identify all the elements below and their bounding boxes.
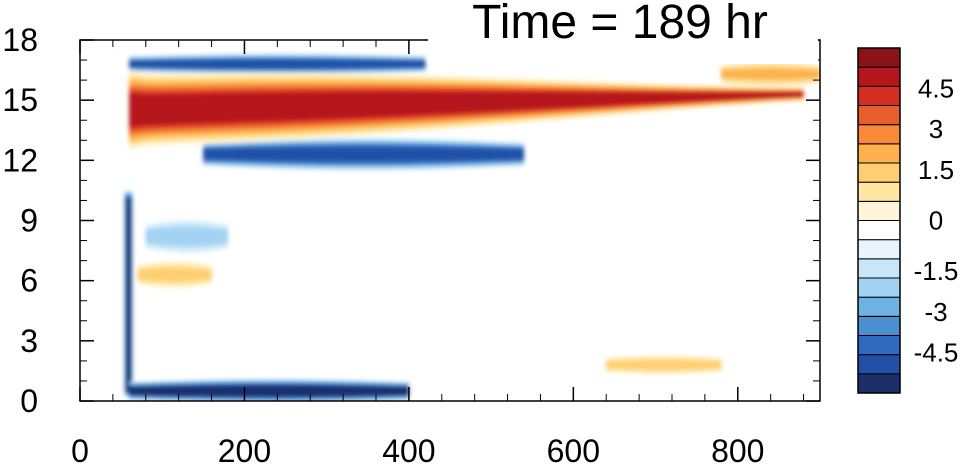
contour-field	[123, 53, 820, 401]
colorbar-swatch	[857, 85, 901, 107]
contour-feature-1	[129, 53, 426, 76]
x-tick-label: 0	[71, 433, 89, 469]
y-tick-label: 15	[2, 82, 38, 118]
contour-feature-2	[203, 137, 525, 172]
contour-feature-4	[129, 378, 409, 401]
contour-level	[145, 230, 228, 243]
colorbar-tick-label: 1.5	[918, 155, 954, 185]
contour-level	[126, 199, 131, 392]
contour-feature-6	[137, 259, 212, 290]
contour-feature-8	[721, 61, 820, 88]
chart-title: Time = 189 hr	[472, 0, 768, 49]
contour-feature-7	[606, 353, 722, 376]
plot-area	[79, 39, 821, 402]
colorbar-swatch	[857, 296, 901, 317]
y-tick-label: 0	[20, 383, 38, 419]
colorbar-swatch	[857, 220, 901, 241]
contour-level	[129, 386, 409, 396]
colorbar-tick-label: 4.5	[918, 74, 954, 104]
colorbar-swatch	[857, 335, 901, 356]
contour-feature-3	[123, 190, 134, 397]
axis-ticks	[79, 39, 820, 402]
contour-level	[129, 92, 804, 127]
colorbar-frame	[857, 47, 901, 394]
x-tick-label: 400	[382, 433, 435, 469]
y-tick-label: 18	[2, 22, 38, 58]
colorbar-tick-label: -4.5	[914, 337, 959, 367]
colorbar: 4.5 3 1.5 0 -1.5 -3 -4.5	[857, 47, 959, 394]
contour-feature-0	[129, 70, 804, 151]
contour-level	[606, 361, 722, 369]
contour-level	[721, 69, 820, 79]
colorbar-swatch	[857, 47, 901, 68]
x-tick-label: 200	[218, 433, 271, 469]
x-tick-label: 600	[547, 433, 600, 469]
colorbar-tick-label: -3	[924, 297, 947, 327]
colorbar-swatch	[857, 239, 901, 260]
colorbar-tick-label: 0	[929, 206, 943, 236]
axis-labels: 0 200 400 600 800 0 3 6 9 12 15 18	[2, 22, 764, 469]
y-tick-label: 3	[20, 323, 38, 359]
title-backdrop	[428, 0, 818, 64]
colorbar-swatch	[857, 124, 901, 145]
contour-fill	[123, 53, 820, 401]
contour-level	[129, 60, 426, 68]
colorbar-swatch	[857, 315, 901, 337]
y-tick-label: 12	[2, 142, 38, 178]
colorbar-swatch	[857, 181, 901, 202]
y-tick-label: 9	[20, 203, 38, 239]
colorbar-swatch	[857, 143, 901, 164]
colorbar-tick-label: -1.5	[914, 256, 959, 286]
colorbar-swatch	[857, 200, 901, 221]
colorbar-swatch	[857, 373, 901, 394]
x-tick-label: 800	[711, 433, 764, 469]
colorbar-swatch	[857, 354, 901, 375]
colorbar-swatch	[857, 162, 901, 183]
colorbar-swatch	[857, 66, 901, 87]
contour-level	[203, 147, 525, 161]
colorbar-swatch	[857, 258, 901, 279]
colorbar-swatch	[857, 105, 901, 126]
y-tick-label: 6	[20, 263, 38, 299]
contour-level	[137, 269, 212, 281]
contour-feature-5	[145, 219, 228, 254]
colorbar-swatch	[857, 277, 901, 298]
colorbar-tick-label: 3	[929, 114, 943, 144]
